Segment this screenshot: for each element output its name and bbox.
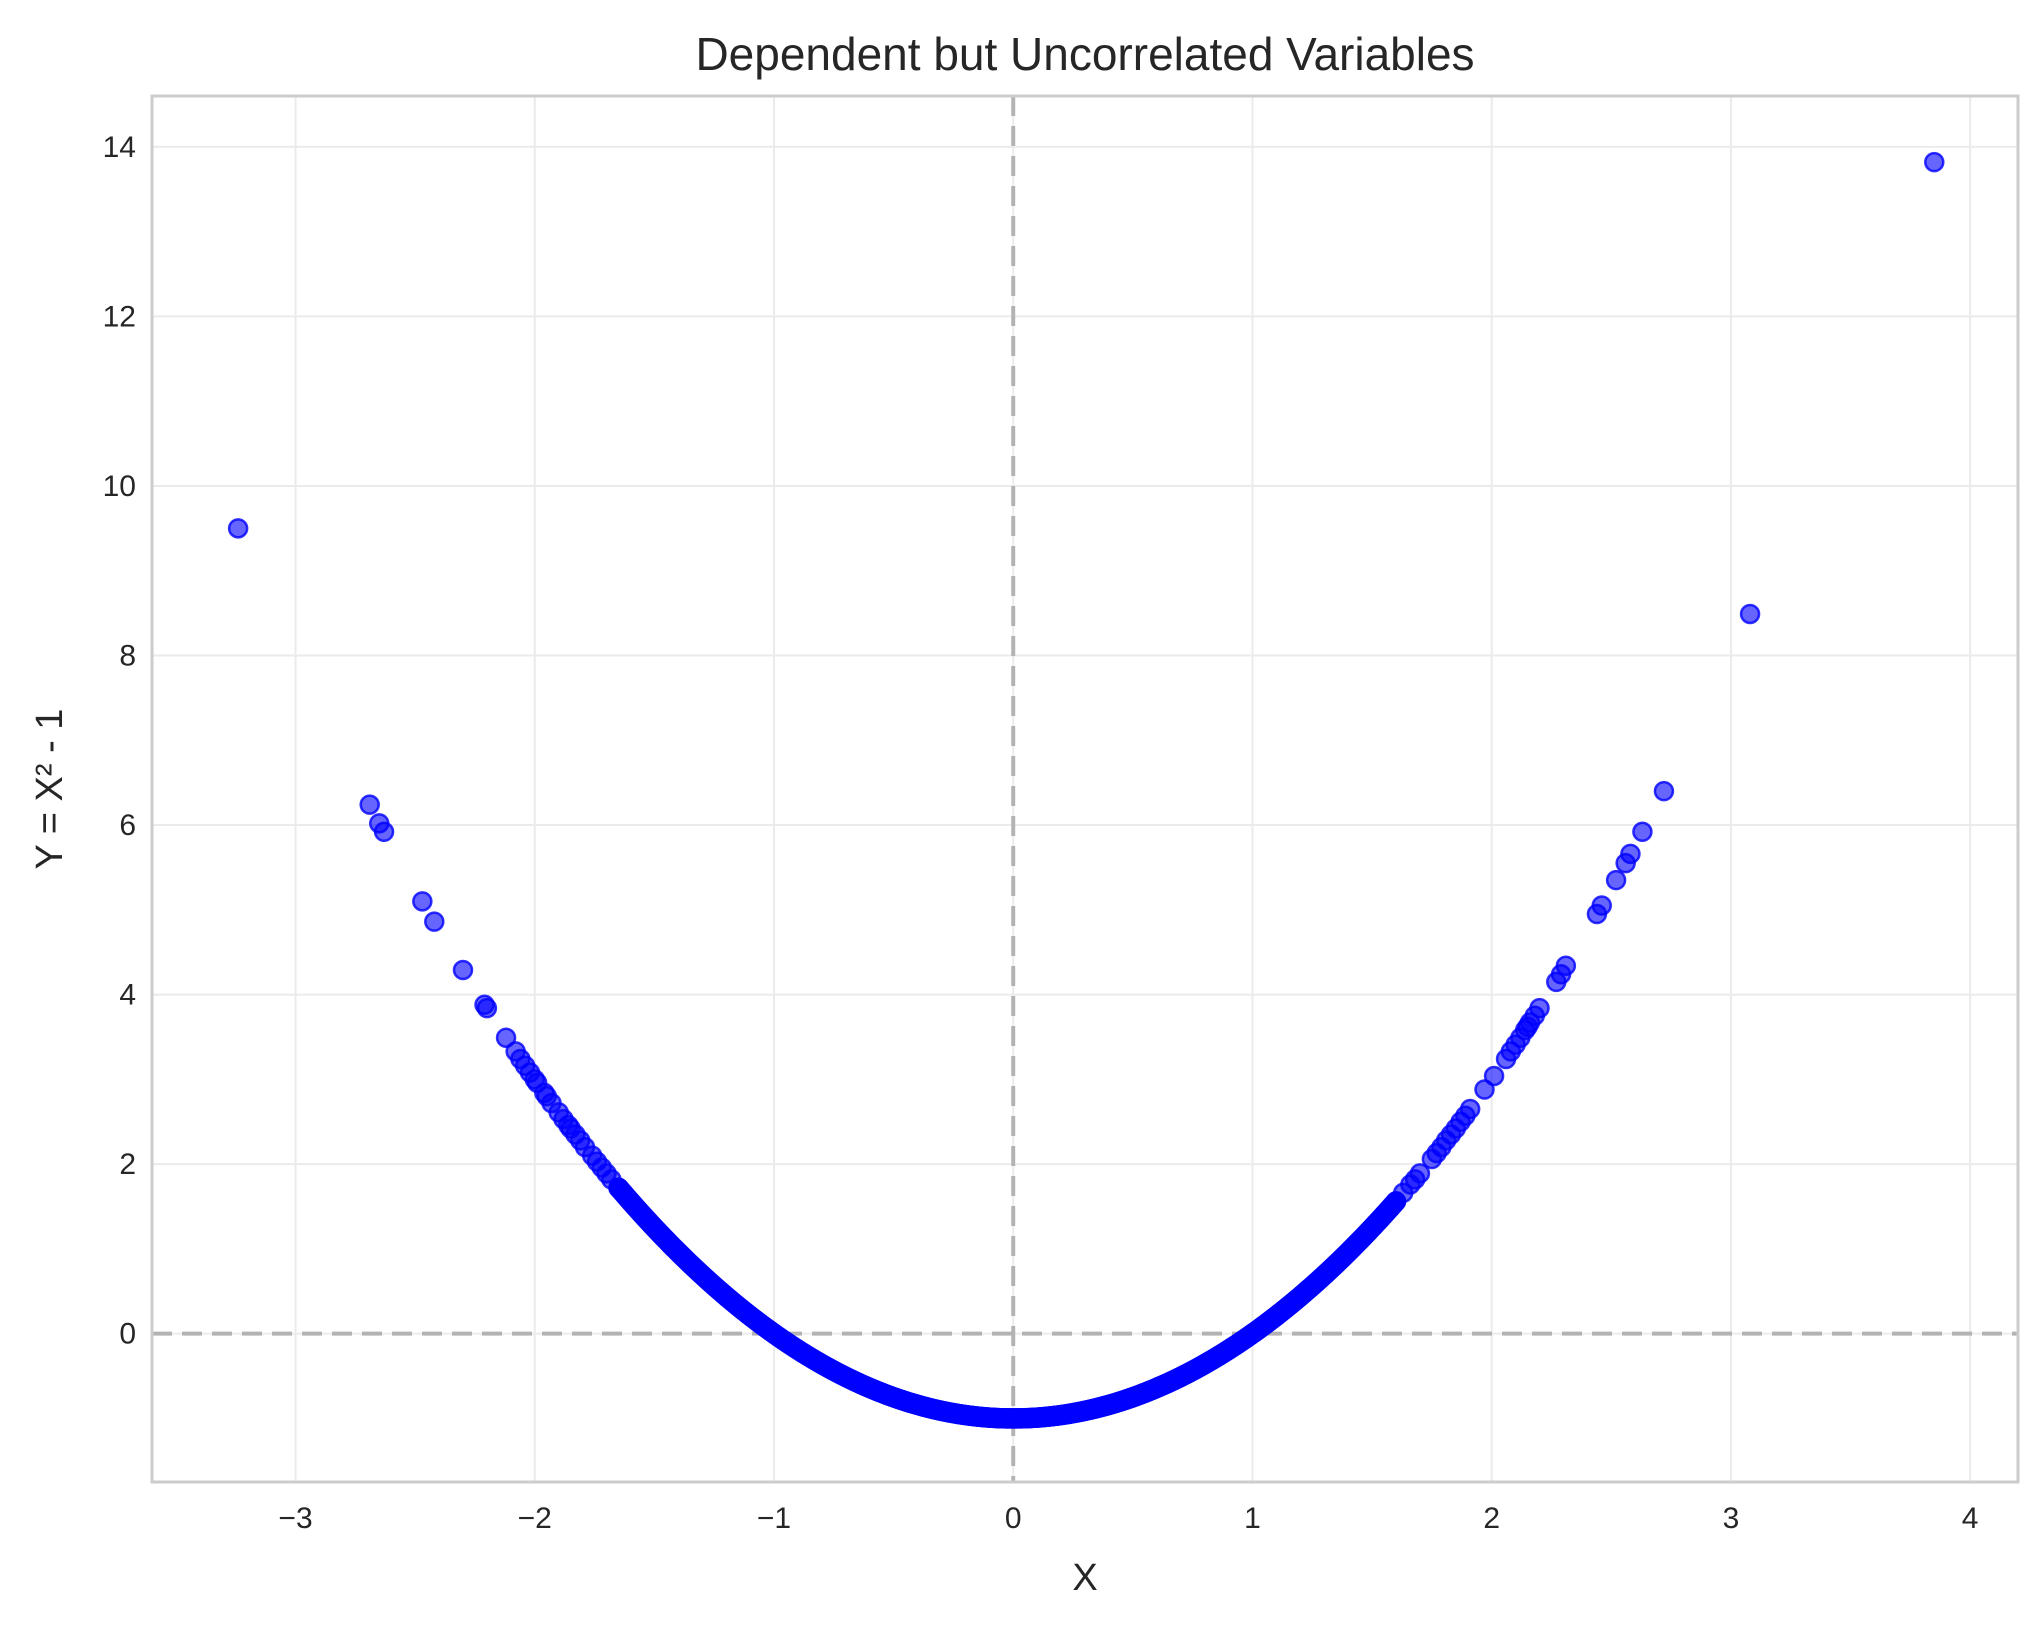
y-axis-label: Y = X² - 1 (29, 709, 71, 870)
data-point (1483, 1065, 1505, 1087)
x-tick-labels: −3 −2 −1 0 1 2 3 4 (278, 1502, 1978, 1535)
y-tick-label: 0 (119, 1318, 136, 1351)
data-point (1474, 1079, 1495, 1100)
data-point (359, 794, 380, 815)
plot-frame (150, 94, 2020, 1484)
data-point (424, 911, 445, 932)
data-points (227, 151, 1945, 1429)
data-point (1546, 971, 1567, 993)
x-tick-label: 1 (1244, 1502, 1261, 1535)
data-point (1924, 151, 1945, 173)
x-tick-label: 0 (1005, 1502, 1022, 1535)
data-point (1385, 1191, 1407, 1212)
y-tick-label: 8 (119, 639, 136, 672)
x-axis-label: X (1072, 1557, 1097, 1599)
data-point (608, 1177, 629, 1199)
y-tick-label: 12 (103, 300, 136, 333)
data-point (560, 1118, 581, 1139)
data-point (1495, 1048, 1517, 1070)
data-point (1605, 869, 1627, 891)
x-tick-label: −1 (757, 1502, 791, 1535)
x-tick-label: −2 (518, 1502, 552, 1535)
data-point (1421, 1148, 1443, 1170)
x-tick-label: −3 (278, 1502, 312, 1535)
data-point (373, 821, 395, 843)
data-point (227, 518, 249, 539)
reference-lines (152, 96, 2018, 1482)
data-point (495, 1027, 517, 1049)
y-tick-label: 6 (119, 809, 136, 842)
grid-lines (152, 96, 2018, 1482)
y-tick-label: 4 (119, 979, 136, 1012)
x-tick-label: 2 (1483, 1502, 1500, 1535)
data-point (536, 1086, 557, 1107)
y-tick-label: 2 (119, 1148, 136, 1181)
data-point (1739, 603, 1761, 625)
x-tick-label: 3 (1723, 1502, 1740, 1535)
data-point (1586, 903, 1608, 925)
data-point (524, 1069, 546, 1090)
y-tick-labels: 0 2 4 6 8 10 12 14 (103, 131, 136, 1351)
x-tick-label: 4 (1962, 1502, 1979, 1535)
data-point (452, 959, 474, 981)
data-point (1615, 852, 1636, 874)
data-point (476, 997, 498, 1019)
y-tick-label: 10 (103, 470, 136, 503)
data-point (1632, 821, 1653, 843)
data-point (412, 891, 433, 912)
chart-title: Dependent but Uncorrelated Variables (695, 28, 1474, 80)
y-tick-label: 14 (103, 131, 136, 164)
data-point (1653, 780, 1675, 802)
